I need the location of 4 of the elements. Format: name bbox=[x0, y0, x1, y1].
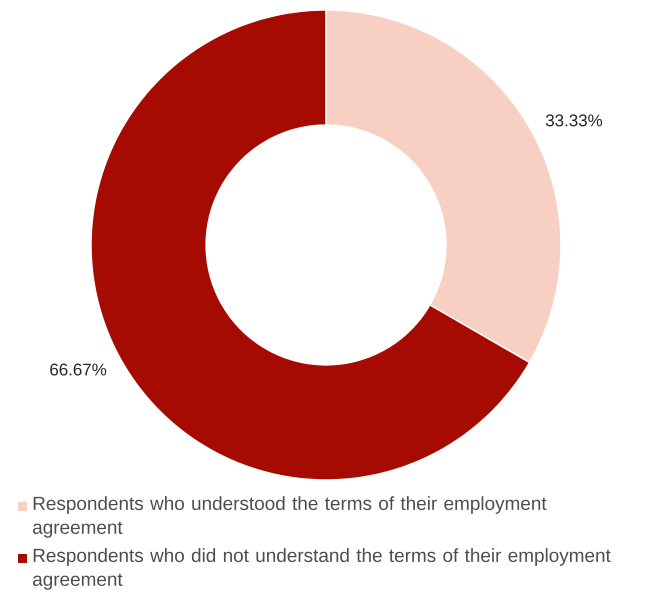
legend-label: Respondents who understood the terms of their employment agreement bbox=[33, 496, 546, 538]
legend-label: Respondents who did not understand the terms of their employment agreement bbox=[33, 548, 611, 590]
data-label: 66.67% bbox=[50, 364, 106, 376]
data-label: 33.33% bbox=[546, 114, 602, 126]
